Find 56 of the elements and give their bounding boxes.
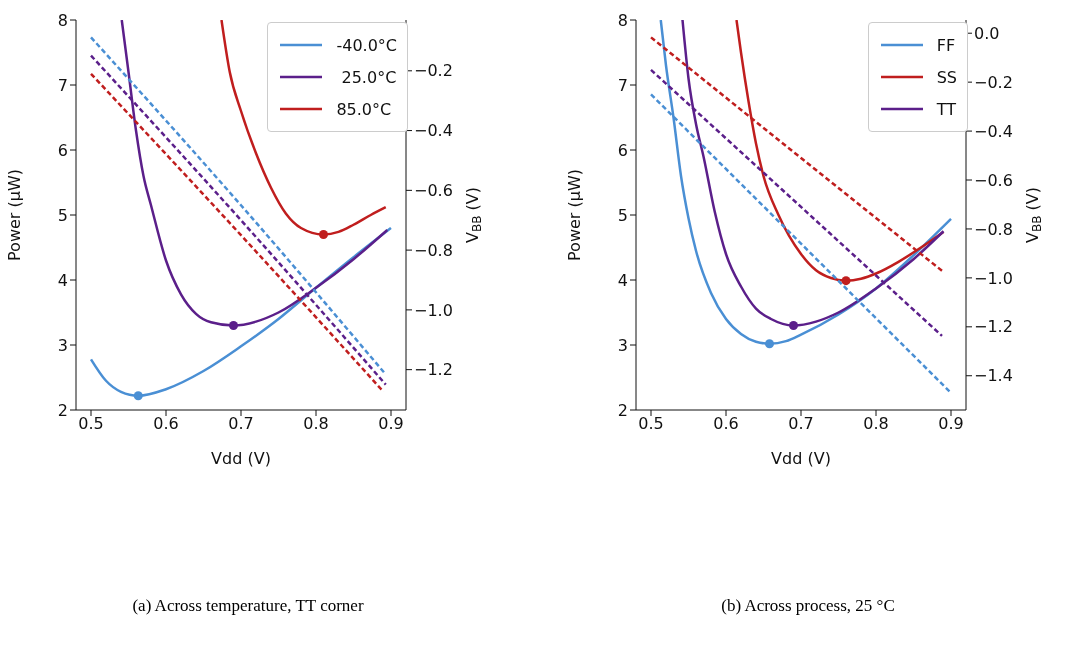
y-tick-label: 4 [57,270,68,290]
y-tick-label: 8 [617,10,628,30]
y2-tick-label: −1.4 [974,366,1013,386]
point [841,276,851,286]
x-tick-label: 0.7 [228,414,254,434]
y-tick-label: 5 [57,205,68,225]
y-tick-label: 8 [57,10,68,30]
y2-tick-label: −0.8 [974,219,1013,239]
y-tick-label: 7 [57,75,68,95]
x-tick-label: 0.8 [303,414,329,434]
legend-label: 85.0°C [336,99,392,119]
y2-tick-label: −0.8 [414,240,453,260]
y2-tick-label: −0.6 [414,181,453,201]
x-tick-label: 0.6 [153,414,179,434]
x-tick-label: 0.5 [638,414,664,434]
y-tick-label: 3 [617,335,628,355]
legend-label: 25.0°C [340,67,397,87]
legend-label: FF [936,35,956,55]
y2-tick-label: −0.2 [414,61,453,81]
y2-tick-label: −0.4 [414,121,453,141]
legend-label: -40.0°C [336,35,397,55]
y-tick-label: 7 [617,75,628,95]
y-axis-title: Power (μW) [5,169,24,261]
point [228,320,239,331]
text: (a) Across temperature, TT corner [132,596,364,616]
y2-tick-label: −1.2 [414,360,453,380]
point [133,391,143,401]
y-tick-label: 4 [617,270,628,290]
x-tick-label: 0.8 [863,414,889,434]
x-tick-label: 0.9 [938,414,964,434]
y2-tick-label: −0.4 [974,121,1013,141]
point [318,229,329,240]
y-tick-label: 2 [617,400,628,420]
x-tick-label: 0.9 [378,414,404,434]
y-axis-title: Power (μW) [565,169,584,261]
y-tick-label: 6 [57,140,68,160]
text: (b) Across process, 25 °C [721,596,895,616]
x-tick-label: 0.5 [78,414,104,434]
x-axis-title: Vdd (V) [771,449,831,468]
y-tick-label: 3 [57,335,68,355]
legend-label: SS [936,67,957,87]
x-tick-label: 0.6 [713,414,739,434]
x-axis-title: Vdd (V) [211,449,271,468]
y2-tick-label: −0.2 [974,72,1013,92]
point [764,339,775,349]
y-tick-label: 5 [617,205,628,225]
y-tick-label: 2 [57,400,68,420]
legend-label: TT [936,99,956,119]
y2-tick-label: −1.0 [414,300,453,320]
x-tick-label: 0.7 [788,414,814,434]
y2-tick-label: −0.6 [974,170,1013,190]
y2-tick-label: −1.0 [974,268,1013,288]
y2-tick-label: 0.0 [974,23,1000,43]
y-tick-label: 6 [617,140,628,160]
point [788,320,799,331]
y2-tick-label: −1.2 [974,317,1013,337]
